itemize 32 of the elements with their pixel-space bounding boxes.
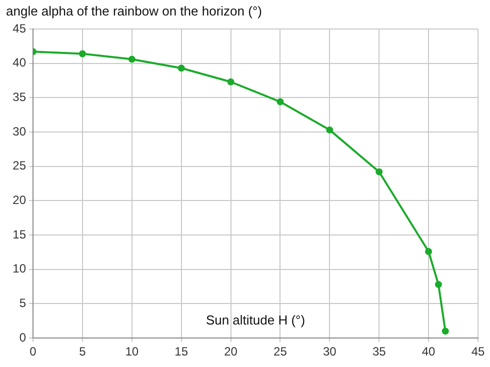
point [276,98,284,106]
point [178,64,185,72]
point [128,56,136,63]
point [326,126,334,134]
y-tick-label: 10 [12,262,26,276]
x-tick-label: 30 [322,344,337,359]
x-tick-label: 25 [274,344,288,359]
y-tick-label: 40 [12,56,26,70]
y-tick-label: 0 [19,330,26,344]
y-tick-label: 25 [12,158,26,173]
x-tick-label: 45 [471,344,485,359]
x-axis-title: Sun altitude H (°) [206,312,306,328]
x-tick-label: 15 [174,344,188,359]
point [442,328,449,335]
point [425,248,432,255]
x-tick-label: 5 [79,344,86,359]
x-tick-label: 40 [422,344,436,359]
y-tick-label: 35 [12,90,26,104]
x-tick-label: 0 [30,344,37,359]
y-tick-label: 5 [19,296,26,310]
x-tick-label: 35 [372,344,386,359]
point [227,78,234,86]
y-tick-label: 20 [12,192,26,207]
x-tick-label: 20 [224,344,238,359]
point [376,168,383,176]
y-tick-label: 15 [12,227,26,242]
x-tick-label: 10 [125,344,139,359]
y-axis-title: angle alpha of the rainbow on the horizon (°) [6,4,262,19]
y-tick-label: 30 [12,124,26,138]
point [78,50,86,58]
y-tick-label: 45 [12,21,26,36]
point [434,280,442,288]
